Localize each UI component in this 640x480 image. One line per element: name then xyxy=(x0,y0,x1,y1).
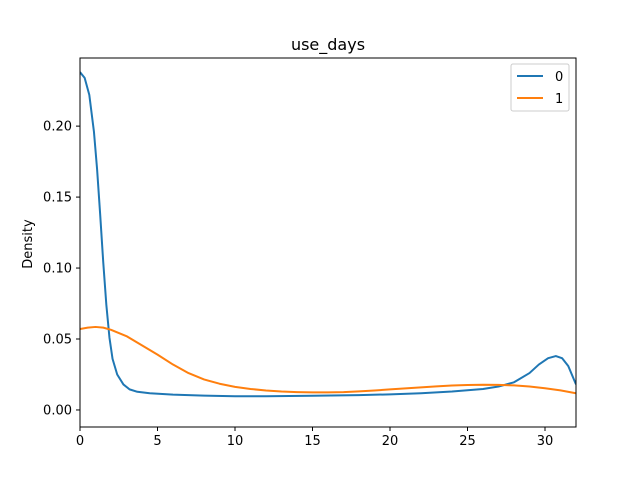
series-line-1 xyxy=(80,325,576,395)
x-tick-label: 0 xyxy=(76,434,84,449)
y-axis-title: Density xyxy=(21,219,36,269)
x-tick-label: 5 xyxy=(153,434,161,449)
x-tick-label: 15 xyxy=(304,434,321,449)
series-line-0 xyxy=(80,71,576,398)
y-tick-label: 0.00 xyxy=(43,403,72,418)
y-tick-label: 0.05 xyxy=(43,333,72,348)
axes-frame xyxy=(79,57,577,428)
x-tick-label: 25 xyxy=(459,434,476,449)
chart-title: use_days xyxy=(291,35,365,55)
x-tick-label: 10 xyxy=(227,434,244,449)
y-tick-label: 0.10 xyxy=(43,262,72,277)
legend-label-0: 0 xyxy=(555,70,563,85)
legend: 01 xyxy=(510,63,570,112)
y-tick-label: 0.15 xyxy=(43,191,72,206)
plot-area: 0 5 10 15 20 25 300.000.050.100.150.20 xyxy=(43,57,577,449)
legend-label-1: 1 xyxy=(555,92,563,107)
x-tick-label: 20 xyxy=(382,434,399,449)
y-tick-label: 0.20 xyxy=(43,120,72,135)
x-tick-label: 30 xyxy=(537,434,554,449)
